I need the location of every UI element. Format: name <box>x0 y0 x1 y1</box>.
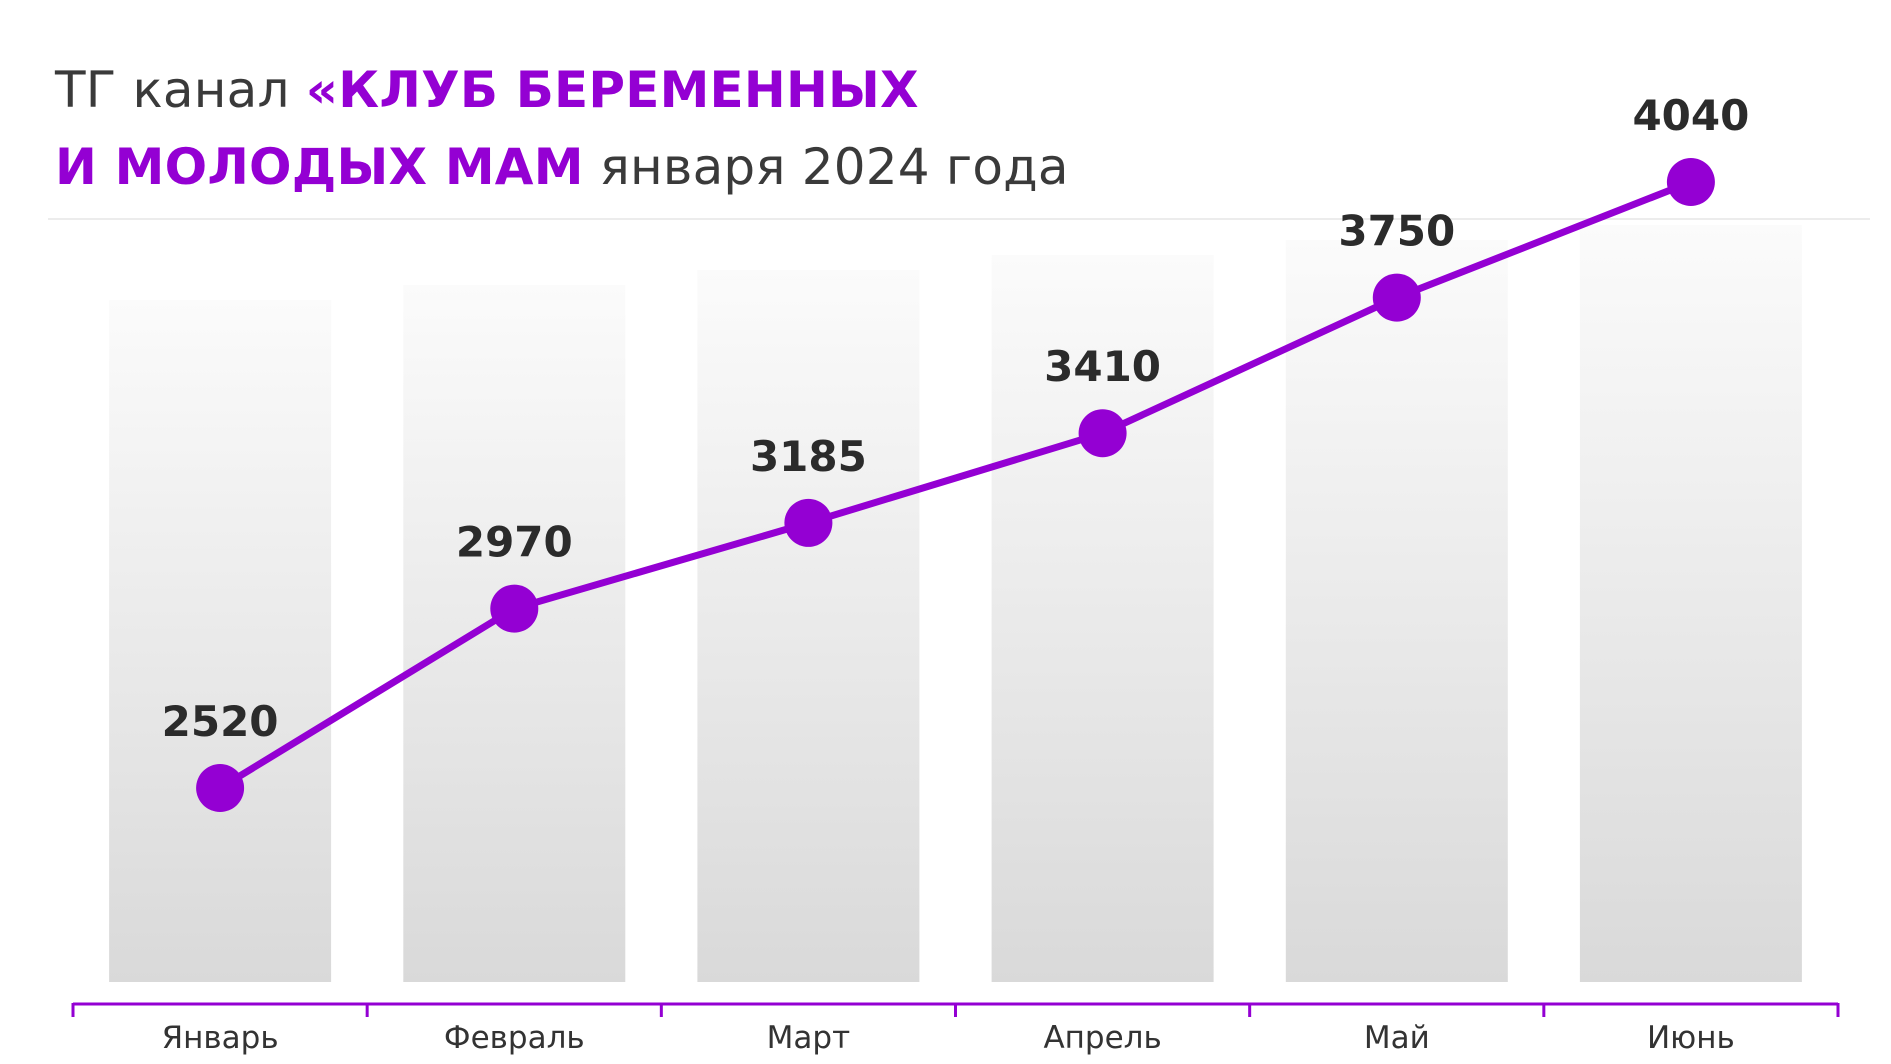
x-tick-label: Март <box>767 1020 850 1056</box>
column-6 <box>1579 225 1802 982</box>
data-labels: 2520 2970 3185 3410 3750 4040 <box>162 91 1750 746</box>
point-Апрель <box>1078 409 1127 458</box>
point-Май <box>1372 273 1421 322</box>
x-tick-label: Январь <box>162 1020 279 1056</box>
x-tick-label: Апрель <box>1043 1020 1161 1056</box>
background-columns <box>109 225 1802 982</box>
point-Февраль <box>490 584 539 633</box>
chart-title-line-2: И МОЛОДЫХ МАМ января 2024 года <box>55 129 1069 206</box>
x-axis <box>71 1002 1840 1017</box>
title-accent-2: И МОЛОДЫХ МАМ <box>55 138 584 196</box>
point-Март <box>784 498 833 547</box>
title-suffix: января 2024 года <box>583 138 1069 196</box>
data-label: 3750 <box>1338 207 1455 256</box>
data-label: 3185 <box>750 432 867 481</box>
column-5 <box>1285 240 1508 982</box>
data-label: 2520 <box>162 697 279 746</box>
data-label: 2970 <box>456 518 573 567</box>
series-line <box>218 178 1693 791</box>
title-divider <box>48 218 1870 220</box>
column-3 <box>697 270 920 982</box>
column-4 <box>991 255 1214 982</box>
x-tick-label: Июнь <box>1647 1020 1735 1056</box>
x-tick-label: Февраль <box>444 1020 585 1056</box>
title-accent-1: «КЛУБ БЕРЕМЕННЫХ <box>305 61 919 119</box>
chart-title: ТГ канал «КЛУБ БЕРЕМЕННЫХ И МОЛОДЫХ МАМ … <box>55 52 1069 206</box>
data-label: 4040 <box>1632 91 1749 140</box>
data-points <box>196 158 1715 812</box>
title-prefix: ТГ канал <box>55 61 306 119</box>
data-label: 3410 <box>1044 342 1161 391</box>
x-tick-labels: Январь Февраль Март Апрель Май Июнь <box>162 1020 1735 1056</box>
column-2 <box>403 285 626 982</box>
x-tick-label: Май <box>1364 1020 1430 1056</box>
point-Июнь <box>1666 158 1715 206</box>
chart-title-line-1: ТГ канал «КЛУБ БЕРЕМЕННЫХ <box>55 52 1069 129</box>
column-1 <box>109 300 332 982</box>
point-Январь <box>196 764 245 812</box>
series-path <box>218 178 1693 791</box>
